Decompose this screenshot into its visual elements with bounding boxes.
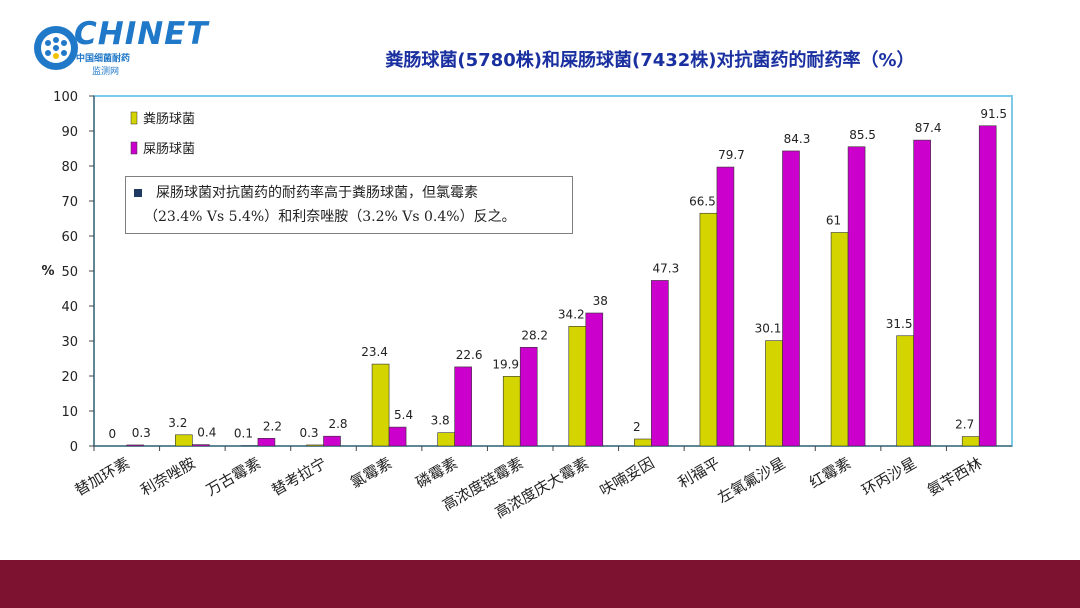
bar-e-faecalis xyxy=(175,434,193,447)
bar-e-faecalis xyxy=(830,232,849,447)
x-tick-label: 环丙沙星 xyxy=(859,454,920,500)
data-label: 23.4 xyxy=(361,345,388,359)
data-label: 0.3 xyxy=(299,426,318,440)
y-axis-label: % xyxy=(41,264,54,279)
x-tick-label: 利奈唑胺 xyxy=(137,454,198,500)
data-label: 61 xyxy=(826,214,841,228)
y-tick-label: 40 xyxy=(61,300,78,315)
x-tick-label: 利福平 xyxy=(675,454,723,492)
x-tick-label: 红霉素 xyxy=(806,454,854,492)
y-tick-label: 30 xyxy=(61,335,78,350)
x-tick-label: 磷霉素 xyxy=(413,454,461,492)
data-label: 47.3 xyxy=(652,261,679,275)
data-label: 3.8 xyxy=(431,414,450,428)
bar-e-faecalis xyxy=(961,436,980,447)
data-label: 38 xyxy=(593,294,608,308)
bar-e-faecium xyxy=(454,366,472,447)
data-label: 22.6 xyxy=(456,348,483,362)
legend-swatch xyxy=(130,141,138,155)
data-label: 87.4 xyxy=(915,121,942,135)
data-label: 30.1 xyxy=(755,322,782,336)
data-label: 3.2 xyxy=(168,416,187,430)
y-tick-label: 10 xyxy=(61,405,78,420)
annotation-line-1: 屎肠球菌对抗菌药的耐药率高于粪肠球菌，但氯霉素 xyxy=(156,185,478,201)
chinet-logo: CHINET 中国细菌耐药 监测网 xyxy=(32,10,208,82)
bar-e-faecalis xyxy=(371,363,390,447)
annotation-box: 屎肠球菌对抗菌药的耐药率高于粪肠球菌，但氯霉素 （23.4% Vs 5.4%）和… xyxy=(125,176,573,234)
data-label: 34.2 xyxy=(558,307,585,321)
bar-e-faecalis xyxy=(634,438,652,447)
x-tick-label: 替加环素 xyxy=(72,454,133,500)
bar-e-faecium xyxy=(323,435,341,447)
bar-e-faecalis xyxy=(765,340,783,447)
legend-label: 粪肠球菌 xyxy=(143,112,195,127)
logo-subtitle: 中国细菌耐药 xyxy=(76,54,131,64)
x-tick-label: 呋喃妥因 xyxy=(596,454,657,500)
x-tick-label: 左氧氟沙星 xyxy=(715,454,789,507)
data-label: 91.5 xyxy=(980,107,1007,121)
bar-e-faecium xyxy=(782,150,800,447)
bullet-icon xyxy=(134,189,142,197)
y-tick-label: 100 xyxy=(53,90,78,105)
bar-e-faecium xyxy=(388,426,407,447)
y-tick-label: 90 xyxy=(61,125,78,140)
bar-chart: 0 10 20 30 40 50 60 70 80 90 100% 0 0.3 替加环素 3.2 0.4 利奈唑… xyxy=(41,90,1013,522)
data-label: 0 xyxy=(108,427,116,441)
x-tick-label: 替考拉宁 xyxy=(269,454,330,500)
y-tick-label: 50 xyxy=(61,265,78,280)
data-label: 5.4 xyxy=(394,408,413,422)
data-label: 66.5 xyxy=(689,194,716,208)
data-label: 2.2 xyxy=(263,419,282,433)
data-label: 2.8 xyxy=(328,417,347,431)
data-label: 2.7 xyxy=(955,418,974,432)
x-tick-label: 氨苄西林 xyxy=(924,454,985,500)
footer-bar xyxy=(0,560,1080,608)
bar-e-faecium xyxy=(847,146,866,447)
data-label: 28.2 xyxy=(521,328,548,342)
y-tick-label: 20 xyxy=(61,370,78,385)
y-tick-label: 60 xyxy=(61,230,78,245)
x-tick-label: 氯霉素 xyxy=(347,454,395,492)
data-label: 85.5 xyxy=(849,128,876,142)
data-label: 79.7 xyxy=(718,148,745,162)
bar-e-faecium xyxy=(257,437,276,447)
data-label: 0.4 xyxy=(197,426,216,440)
bar-e-faecium xyxy=(978,125,997,447)
bar-e-faecium xyxy=(716,166,735,447)
legend-swatch xyxy=(130,111,138,125)
bar-e-faecium xyxy=(913,139,931,447)
bar-e-faecalis xyxy=(502,376,521,447)
bar-e-faecium xyxy=(519,346,538,447)
bar-e-faecalis xyxy=(896,335,914,447)
bar-e-faecium xyxy=(651,280,669,447)
bar-e-faecalis xyxy=(437,432,455,447)
bar-e-faecalis xyxy=(306,444,324,447)
logo-wordmark: CHINET xyxy=(74,16,209,52)
bar-e-faecium xyxy=(192,444,210,447)
bar-e-faecium xyxy=(126,444,145,447)
data-label: 19.9 xyxy=(492,357,519,371)
y-tick-label: 0 xyxy=(70,440,78,455)
chart-title: 粪肠球菌(5780株)和屎肠球菌(7432株)对抗菌药的耐药率（%） xyxy=(385,50,915,71)
y-tick-label: 70 xyxy=(61,195,78,210)
annotation-line-2: （23.4% Vs 5.4%）和利奈唑胺（3.2% Vs 0.4%）反之。 xyxy=(144,209,516,225)
data-label: 2 xyxy=(633,420,641,434)
x-tick-label: 万古霉素 xyxy=(203,454,264,500)
logo-subtitle-2: 监测网 xyxy=(92,67,120,77)
bar-e-faecalis xyxy=(568,325,587,447)
chinet-emblem-icon xyxy=(34,26,78,70)
bar-e-faecium xyxy=(585,312,604,447)
bar-e-faecalis xyxy=(699,212,718,447)
data-label: 84.3 xyxy=(784,132,811,146)
data-label: 0.3 xyxy=(132,426,151,440)
legend-label: 屎肠球菌 xyxy=(143,142,195,157)
y-tick-label: 80 xyxy=(61,160,78,175)
data-label: 0.1 xyxy=(234,427,253,441)
data-label: 31.5 xyxy=(886,317,913,331)
plot-area-border xyxy=(93,95,1013,447)
